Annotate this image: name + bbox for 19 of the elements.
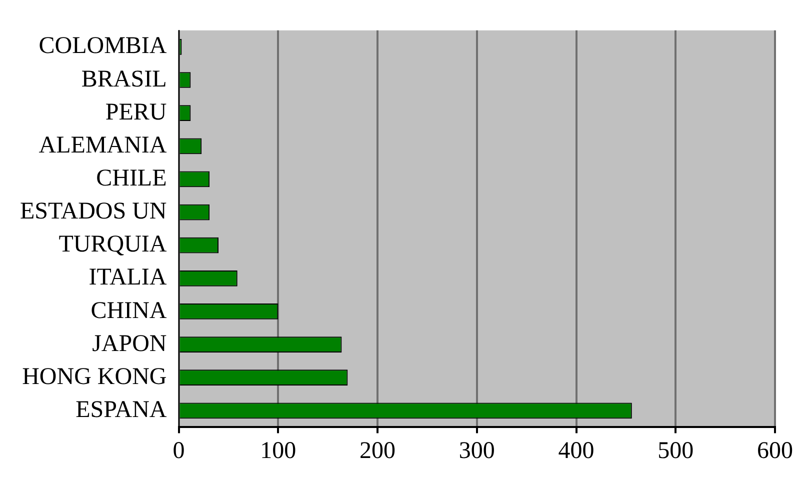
x-tick-label: 100 — [260, 438, 296, 464]
y-tick-label: TURQUIA — [58, 232, 168, 258]
x-tick-label: 500 — [658, 438, 694, 464]
y-tick-label: ESPANA — [76, 396, 168, 423]
x-tick-label: 300 — [458, 438, 495, 464]
y-tick-label: ITALIA — [88, 264, 168, 291]
x-tick-label: 200 — [360, 438, 396, 464]
y-tick-label: CHINA — [90, 298, 168, 324]
y-tick-label: HONG KONG — [22, 364, 167, 390]
y-tick-label: CHILE — [96, 165, 167, 192]
y-tick-label: ALEMANIA — [38, 132, 168, 158]
y-tick-label: PERU — [105, 99, 167, 126]
x-tick-label: 400 — [558, 438, 594, 464]
y-tick-label: BRASIL — [81, 66, 167, 92]
x-tick-label: 600 — [757, 438, 793, 464]
y-tick-label: ESTADOS UN — [20, 198, 167, 225]
y-tick-label: JAPON — [92, 330, 167, 357]
y-tick-label: COLOMBIA — [38, 33, 168, 60]
x-tick-label: 0 — [172, 438, 185, 464]
